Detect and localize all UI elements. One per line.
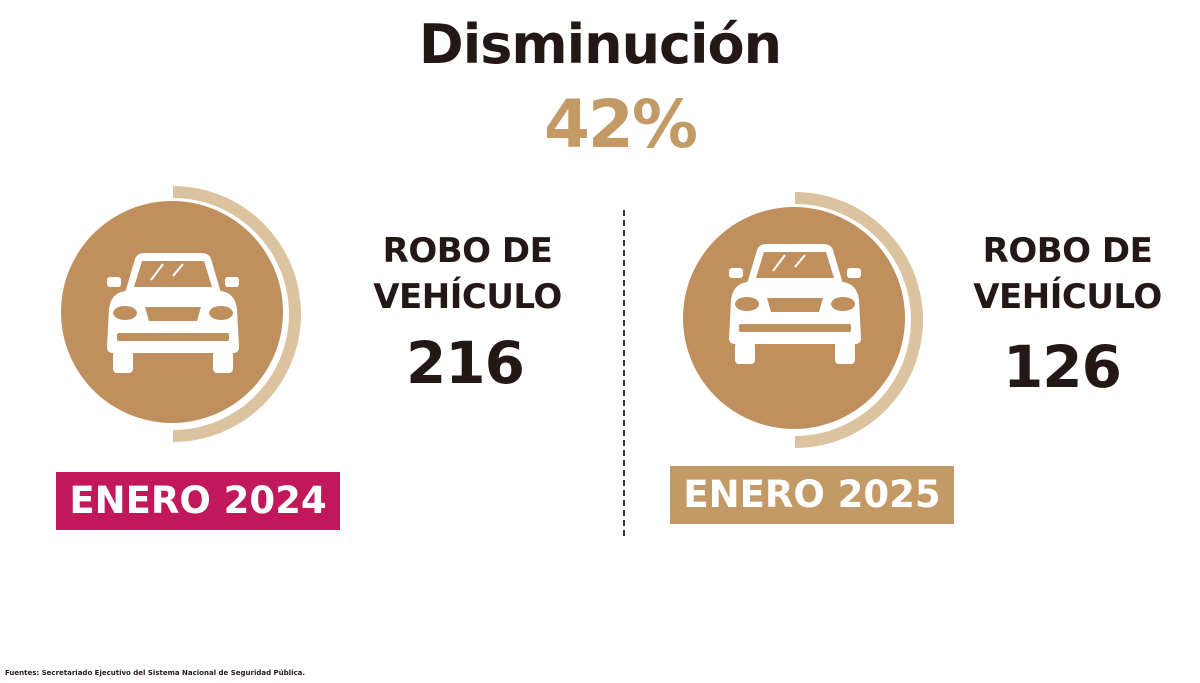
- source-footnote: Fuentes: Secretariado Ejecutivo del Sist…: [5, 669, 306, 677]
- metric-label-2024: ROBO DE VEHÍCULO: [355, 228, 580, 320]
- dashed-divider: [623, 210, 625, 536]
- metric-line-2: VEHÍCULO: [973, 277, 1162, 317]
- count-2024: 216: [405, 329, 525, 397]
- metric-line-2: VEHÍCULO: [373, 277, 562, 317]
- metric-line-1: ROBO DE: [382, 231, 553, 271]
- metric-label-2025: ROBO DE VEHÍCULO: [955, 228, 1180, 320]
- period-badge-2024: ENERO 2024: [56, 472, 340, 530]
- car-icon: [729, 244, 861, 364]
- period-badge-2025: ENERO 2025: [670, 466, 954, 524]
- decrease-percent: 42%: [544, 86, 698, 163]
- count-2025: 126: [1002, 333, 1122, 401]
- metric-line-1: ROBO DE: [982, 231, 1153, 271]
- car-icon: [107, 253, 239, 373]
- headline-title: Disminución: [418, 13, 782, 76]
